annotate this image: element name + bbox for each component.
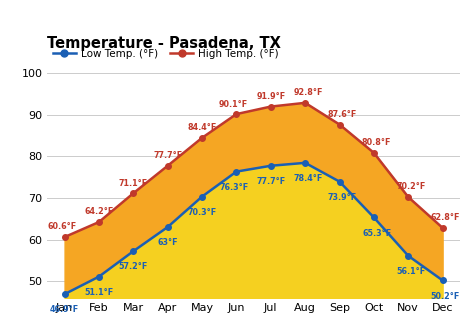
Text: 76.3°F: 76.3°F: [219, 183, 248, 192]
Text: 73.9°F: 73.9°F: [328, 193, 357, 202]
Text: 90.1°F: 90.1°F: [219, 100, 248, 109]
Text: 78.4°F: 78.4°F: [293, 174, 322, 183]
Text: 57.2°F: 57.2°F: [118, 262, 148, 271]
Text: 84.4°F: 84.4°F: [187, 123, 217, 132]
Text: 70.2°F: 70.2°F: [396, 182, 426, 191]
Text: 64.2°F: 64.2°F: [84, 208, 114, 216]
Text: 77.7°F: 77.7°F: [256, 177, 285, 186]
Text: 91.9°F: 91.9°F: [256, 92, 285, 101]
Text: 60.6°F: 60.6°F: [47, 222, 76, 231]
Text: 46.9°F: 46.9°F: [50, 305, 79, 314]
Text: 70.3°F: 70.3°F: [188, 208, 217, 217]
Legend: Low Temp. (°F), High Temp. (°F): Low Temp. (°F), High Temp. (°F): [53, 49, 279, 59]
Text: 51.1°F: 51.1°F: [84, 288, 113, 297]
Text: 71.1°F: 71.1°F: [119, 179, 148, 188]
Text: 56.1°F: 56.1°F: [396, 267, 426, 276]
Text: 62.8°F: 62.8°F: [431, 213, 460, 222]
Text: 80.8°F: 80.8°F: [362, 138, 392, 147]
Text: 50.2°F: 50.2°F: [431, 292, 460, 301]
Text: 87.6°F: 87.6°F: [328, 110, 357, 119]
Text: Temperature - Pasadena, TX: Temperature - Pasadena, TX: [47, 36, 281, 51]
Text: 63°F: 63°F: [157, 238, 178, 247]
Text: 77.7°F: 77.7°F: [153, 151, 182, 160]
Text: 65.3°F: 65.3°F: [362, 229, 391, 238]
Text: 92.8°F: 92.8°F: [293, 88, 323, 97]
